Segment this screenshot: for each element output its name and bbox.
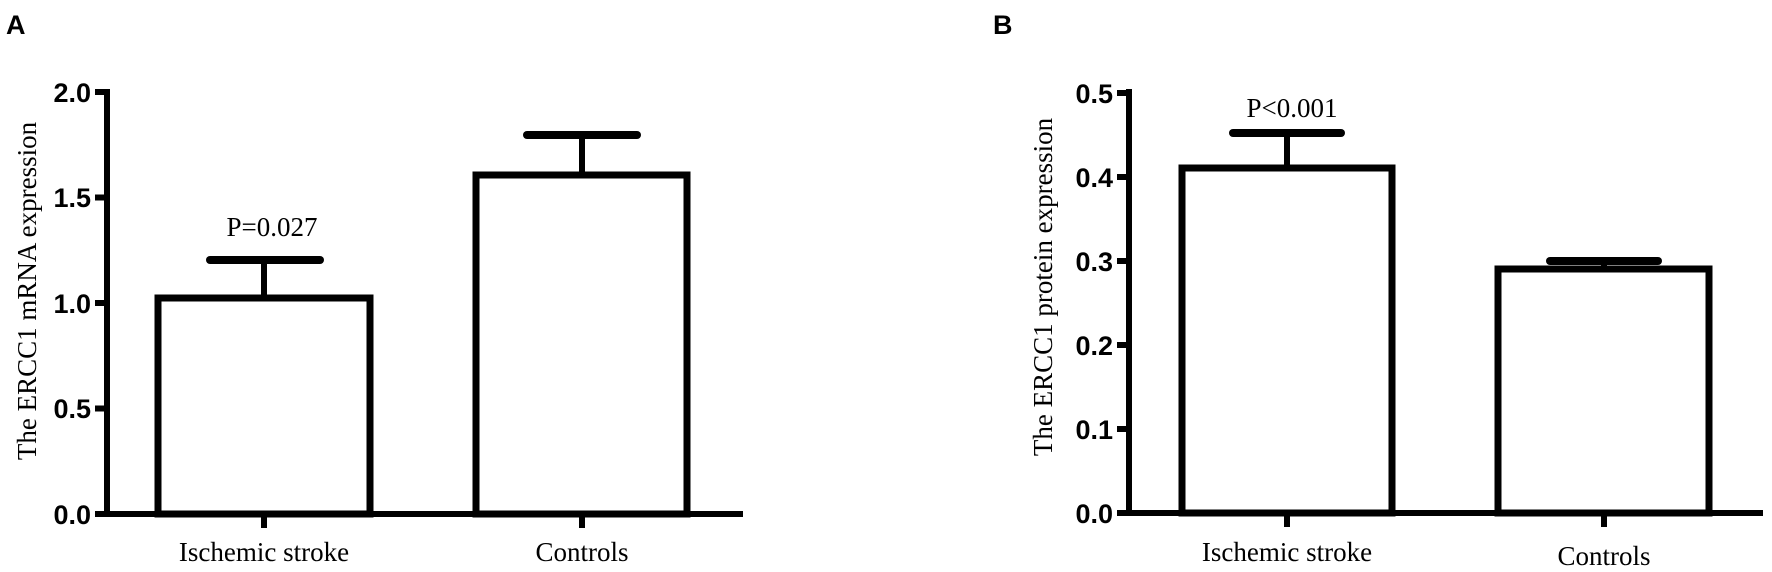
y-axis-title-b: The ERCC1 protein expression [1028,117,1058,456]
p-value-annotation-a: P=0.027 [227,212,318,242]
bar-ischemic-stroke-a [154,294,374,518]
y-axis-title-a: The ERCC1 mRNA expression [12,121,42,460]
x-category-label-controls-b: Controls [1557,541,1650,571]
y-ticks-b [1117,90,1129,516]
y-tick-label: 0.2 [1075,331,1113,361]
y-tick-label: 0.1 [1075,415,1113,445]
error-bar-ischemic-stroke-a [206,256,324,298]
panel-b: B The ERCC1 protein expression 0.5 0.4 0… [993,10,1763,571]
panel-a: A The ERCC1 mRNA expression 2.0 1.5 1.0 … [6,10,743,567]
y-tick-label: 2.0 [53,78,91,108]
y-tick-labels-a: 2.0 1.5 1.0 0.5 0.0 [53,78,91,530]
bar-ischemic-stroke-b [1178,164,1396,517]
y-tick-label: 0.3 [1075,247,1113,277]
error-bar-ischemic-stroke-b [1229,129,1345,168]
x-category-label-controls-a: Controls [535,537,628,567]
y-tick-label: 0.0 [1075,499,1113,529]
panel-label-b: B [993,10,1013,40]
bar-controls-b [1494,265,1713,517]
panel-label-a: A [6,10,26,40]
x-category-label-ischemic-stroke-a: Ischemic stroke [179,537,349,567]
error-bar-controls-b [1546,257,1662,269]
p-value-annotation-b: P<0.001 [1247,93,1338,123]
y-tick-labels-b: 0.5 0.4 0.3 0.2 0.1 0.0 [1075,79,1113,529]
x-category-label-ischemic-stroke-b: Ischemic stroke [1202,537,1372,567]
y-tick-label: 1.5 [53,183,91,213]
bar-controls-a [472,171,691,518]
y-tick-label: 0.4 [1075,163,1113,193]
y-ticks-a [95,89,107,517]
y-tick-label: 1.0 [53,289,91,319]
y-tick-label: 0.5 [53,394,91,424]
y-tick-label: 0.5 [1075,79,1113,109]
y-tick-label: 0.0 [53,500,91,530]
error-bar-controls-a [523,131,641,175]
